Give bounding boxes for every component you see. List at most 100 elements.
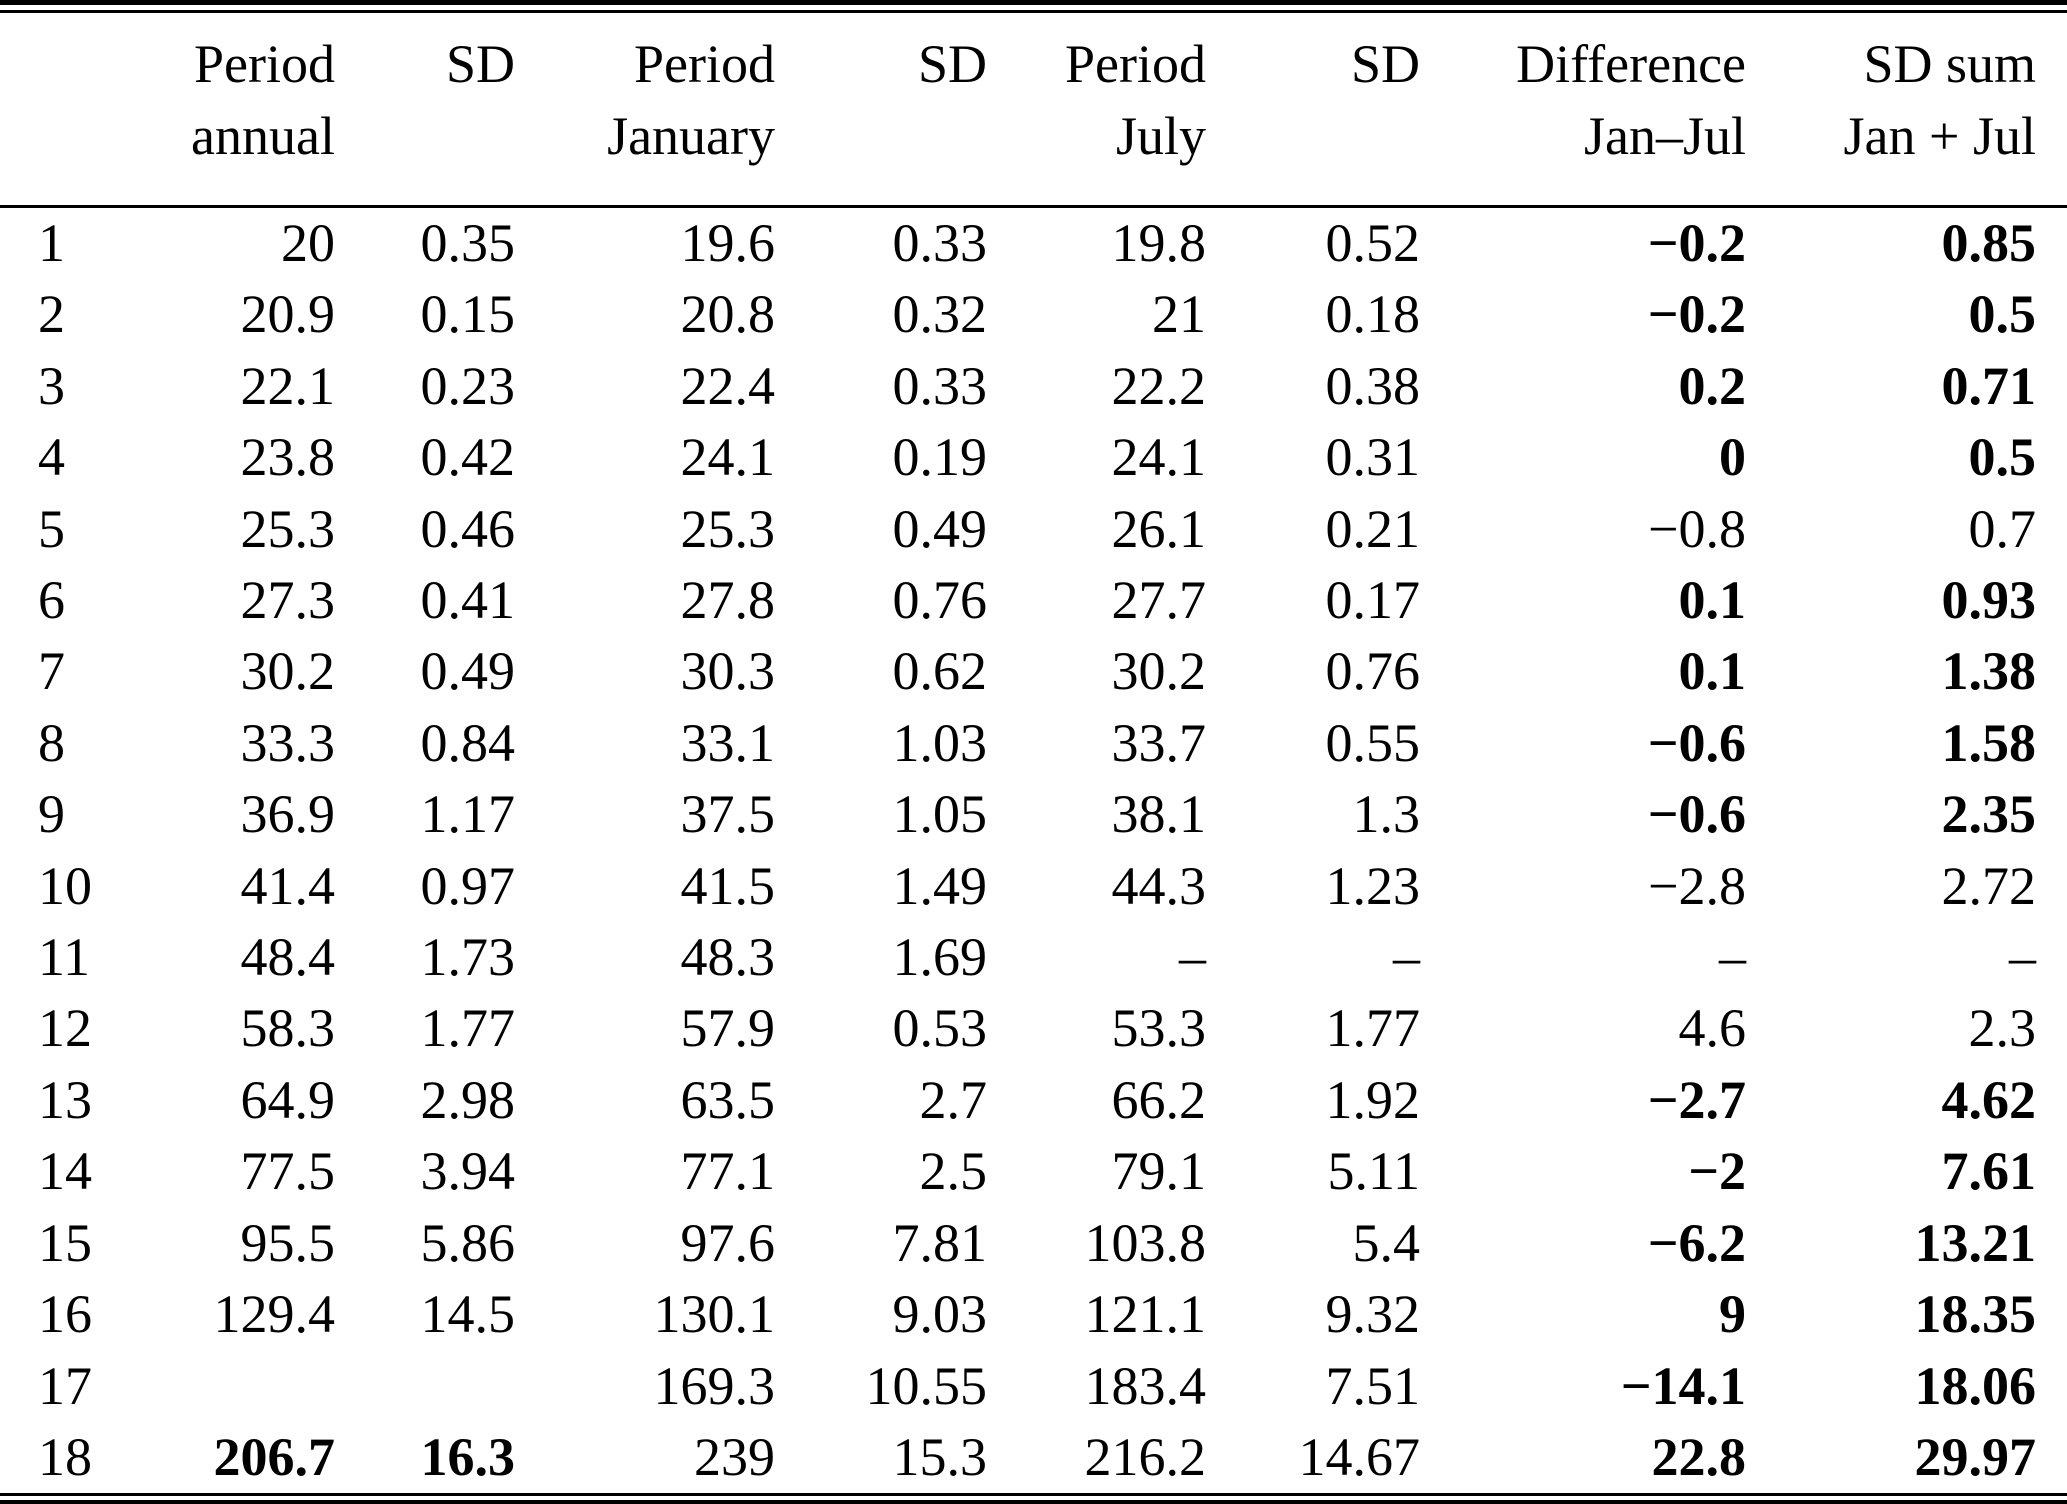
- cell-sd-july-row-18: 14.67: [1298, 1426, 1421, 1487]
- column-header-difference-jan-jul-line2: Jan–Jul: [1584, 106, 1746, 166]
- column-header-difference-jan-jul-line1: Difference: [1516, 34, 1746, 94]
- cell-sd-january-row-12: 0.53: [892, 998, 988, 1059]
- table-header-row: Period annual SD Period January SD Period July S…: [0, 13, 2067, 207]
- cell-period-annual-row-15: 95.5: [240, 1212, 336, 1273]
- column-header-sd-sum-jan-jul: SD sum Jan + Jul: [1746, 13, 2067, 207]
- column-header-sd-annual: SD: [335, 13, 515, 207]
- cell-period-january-row-4: 24.1: [680, 427, 776, 488]
- column-header-row-index: [0, 13, 145, 207]
- cell-period-annual-row-8: 33.3: [240, 712, 336, 773]
- cell-sd-july-row-4: 0.31: [1325, 427, 1421, 488]
- table-row-15: 15 95.5 5.86 97.6 7.81 103.8 5.4 −6.2 13.21: [0, 1208, 2067, 1279]
- cell-sd-annual-row-1: 0.35: [420, 213, 516, 273]
- cell-period-july-row-5: 26.1: [1111, 498, 1207, 559]
- cell-sd-annual-row-10: 0.97: [420, 855, 516, 916]
- column-header-sd-july-line1: SD: [1350, 34, 1420, 94]
- table-row-8: 8 33.3 0.84 33.1 1.03 33.7 0.55 −0.6 1.58: [0, 708, 2067, 779]
- cell-sd-annual-row-8: 0.84: [420, 712, 516, 773]
- cell-sd-sum-jan-jul-row-9: 2.35: [1941, 784, 2037, 845]
- cell-sd-sum-jan-jul-row-5: 0.7: [1968, 498, 2037, 559]
- row-index-2: 2: [38, 284, 65, 345]
- cell-period-july-row-16: 121.1: [1084, 1284, 1207, 1345]
- column-header-period-annual-line1: Period: [194, 34, 335, 94]
- cell-period-january-row-11: 48.3: [680, 927, 776, 988]
- cell-sd-annual-row-3: 0.23: [420, 355, 516, 416]
- cell-sd-january-row-5: 0.49: [892, 498, 988, 559]
- row-index-4: 4: [38, 427, 65, 488]
- cell-period-january-row-12: 57.9: [680, 998, 776, 1059]
- cell-period-january-row-3: 22.4: [680, 355, 776, 416]
- cell-sd-january-row-6: 0.76: [892, 570, 988, 631]
- column-header-sd-january-line2: [775, 100, 987, 172]
- cell-difference-jan-jul-row-6: 0.1: [1678, 570, 1747, 631]
- cell-sd-annual-row-17: [335, 1351, 515, 1422]
- row-index-12: 12: [38, 998, 92, 1059]
- cell-sd-january-row-18: 15.3: [892, 1426, 988, 1487]
- cell-period-annual-row-7: 30.2: [240, 641, 336, 702]
- cell-sd-sum-jan-jul-row-18: 29.97: [1914, 1426, 2037, 1487]
- cell-sd-annual-row-13: 2.98: [420, 1069, 516, 1130]
- cell-sd-july-row-2: 0.18: [1325, 284, 1421, 345]
- cell-sd-january-row-1: 0.33: [892, 213, 988, 273]
- column-header-sd-annual-line1: SD: [445, 34, 515, 94]
- cell-sd-sum-jan-jul-row-7: 1.38: [1941, 641, 2037, 702]
- top-rule-thin: [0, 10, 2067, 13]
- cell-difference-jan-jul-row-13: −2.7: [1647, 1069, 1746, 1130]
- cell-period-july-row-4: 24.1: [1111, 427, 1207, 488]
- cell-sd-january-row-8: 1.03: [892, 712, 988, 773]
- cell-sd-sum-jan-jul-row-8: 1.58: [1941, 712, 2037, 773]
- cell-sd-january-row-10: 1.49: [892, 855, 988, 916]
- cell-sd-july-row-5: 0.21: [1325, 498, 1421, 559]
- cell-sd-july-row-3: 0.38: [1325, 355, 1421, 416]
- cell-difference-jan-jul-row-15: −6.2: [1647, 1212, 1746, 1273]
- cell-difference-jan-jul-row-10: −2.8: [1648, 855, 1746, 916]
- cell-difference-jan-jul-row-3: 0.2: [1678, 355, 1747, 416]
- cell-period-annual-row-11: 48.4: [240, 927, 336, 988]
- table-row-7: 7 30.2 0.49 30.3 0.62 30.2 0.76 0.1 1.38: [0, 636, 2067, 707]
- cell-period-july-row-17: 183.4: [1084, 1355, 1207, 1416]
- cell-sd-july-row-7: 0.76: [1325, 641, 1421, 702]
- cell-sd-annual-row-11: 1.73: [420, 927, 516, 988]
- cell-period-annual-row-5: 25.3: [240, 498, 336, 559]
- cell-period-january-row-10: 41.5: [680, 855, 776, 916]
- cell-period-january-row-13: 63.5: [680, 1069, 776, 1130]
- cell-period-july-row-7: 30.2: [1111, 641, 1207, 702]
- table-row-1: 1 20 0.35 19.6 0.33 19.8 0.52 −0.2 0.85: [0, 207, 2067, 280]
- table-row-9: 9 36.9 1.17 37.5 1.05 38.1 1.3 −0.6 2.35: [0, 779, 2067, 850]
- cell-period-annual-row-14: 77.5: [240, 1141, 336, 1202]
- cell-sd-july-row-15: 5.4: [1352, 1212, 1421, 1273]
- cell-sd-july-row-16: 9.32: [1325, 1284, 1421, 1345]
- column-header-sd-sum-jan-jul-line2: Jan + Jul: [1843, 106, 2036, 166]
- table-row-3: 3 22.1 0.23 22.4 0.33 22.2 0.38 0.2 0.71: [0, 351, 2067, 422]
- cell-difference-jan-jul-row-12: 4.6: [1678, 998, 1747, 1059]
- cell-sd-sum-jan-jul-row-11: –: [2009, 927, 2036, 988]
- cell-sd-annual-row-14: 3.94: [420, 1141, 516, 1202]
- column-header-period-january-line1: Period: [634, 34, 775, 94]
- cell-period-january-row-6: 27.8: [680, 570, 776, 631]
- cell-period-january-row-2: 20.8: [680, 284, 776, 345]
- cell-period-july-row-18: 216.2: [1084, 1426, 1207, 1487]
- data-table: Period annual SD Period January SD Period July S…: [0, 13, 2067, 1493]
- row-index-14: 14: [38, 1141, 92, 1202]
- bottom-rule-thin: [0, 1493, 2067, 1497]
- cell-period-january-row-14: 77.1: [680, 1141, 776, 1202]
- column-header-sd-january: SD: [775, 13, 987, 207]
- table-row-6: 6 27.3 0.41 27.8 0.76 27.7 0.17 0.1 0.93: [0, 565, 2067, 636]
- row-index-8: 8: [38, 712, 65, 773]
- cell-sd-july-row-9: 1.3: [1352, 784, 1421, 845]
- cell-period-july-row-8: 33.7: [1111, 712, 1207, 773]
- cell-difference-jan-jul-row-14: −2: [1688, 1141, 1746, 1202]
- column-header-period-annual: Period annual: [145, 13, 335, 207]
- cell-sd-january-row-13: 2.7: [919, 1069, 988, 1130]
- cell-sd-annual-row-6: 0.41: [420, 570, 516, 631]
- table-row-18: 18 206.7 16.3 239 15.3 216.2 14.67 22.8 29.97: [0, 1422, 2067, 1493]
- cell-sd-july-row-11: –: [1393, 927, 1420, 988]
- row-index-16: 16: [38, 1284, 92, 1345]
- cell-difference-jan-jul-row-18: 22.8: [1651, 1426, 1747, 1487]
- table-row-12: 12 58.3 1.77 57.9 0.53 53.3 1.77 4.6 2.3: [0, 993, 2067, 1064]
- cell-period-july-row-11: –: [1179, 927, 1206, 988]
- column-header-period-annual-line2: annual: [191, 106, 335, 166]
- table-row-10: 10 41.4 0.97 41.5 1.49 44.3 1.23 −2.8 2.72: [0, 851, 2067, 922]
- row-index-13: 13: [38, 1069, 92, 1130]
